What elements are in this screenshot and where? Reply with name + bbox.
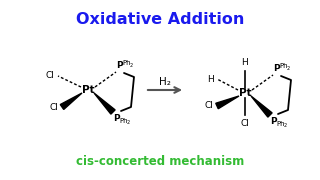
Text: Oxidative Addition: Oxidative Addition <box>76 12 244 27</box>
Text: H: H <box>207 75 214 84</box>
Text: Pt: Pt <box>239 88 251 98</box>
Polygon shape <box>94 93 115 114</box>
Text: Ph: Ph <box>119 118 128 124</box>
Polygon shape <box>60 93 82 109</box>
Text: Cl: Cl <box>204 102 213 111</box>
Text: Ph: Ph <box>122 60 131 66</box>
Text: cis-concerted mechanism: cis-concerted mechanism <box>76 155 244 168</box>
Text: Cl: Cl <box>241 119 249 128</box>
Text: H: H <box>242 58 248 67</box>
Text: 2: 2 <box>287 66 290 71</box>
Text: Ph: Ph <box>276 121 284 127</box>
Text: P: P <box>113 114 120 123</box>
Text: Cl: Cl <box>49 102 58 111</box>
Text: P: P <box>270 117 276 126</box>
Text: 2: 2 <box>130 63 133 68</box>
Text: H₂: H₂ <box>159 77 171 87</box>
Polygon shape <box>216 96 239 109</box>
Text: Ph: Ph <box>279 63 288 69</box>
Polygon shape <box>251 96 272 117</box>
Text: Pt: Pt <box>82 85 94 95</box>
Text: 2: 2 <box>284 123 287 128</box>
Text: P: P <box>116 61 123 70</box>
Text: Cl: Cl <box>45 71 54 80</box>
Text: 2: 2 <box>127 120 130 125</box>
Text: P: P <box>273 64 280 73</box>
